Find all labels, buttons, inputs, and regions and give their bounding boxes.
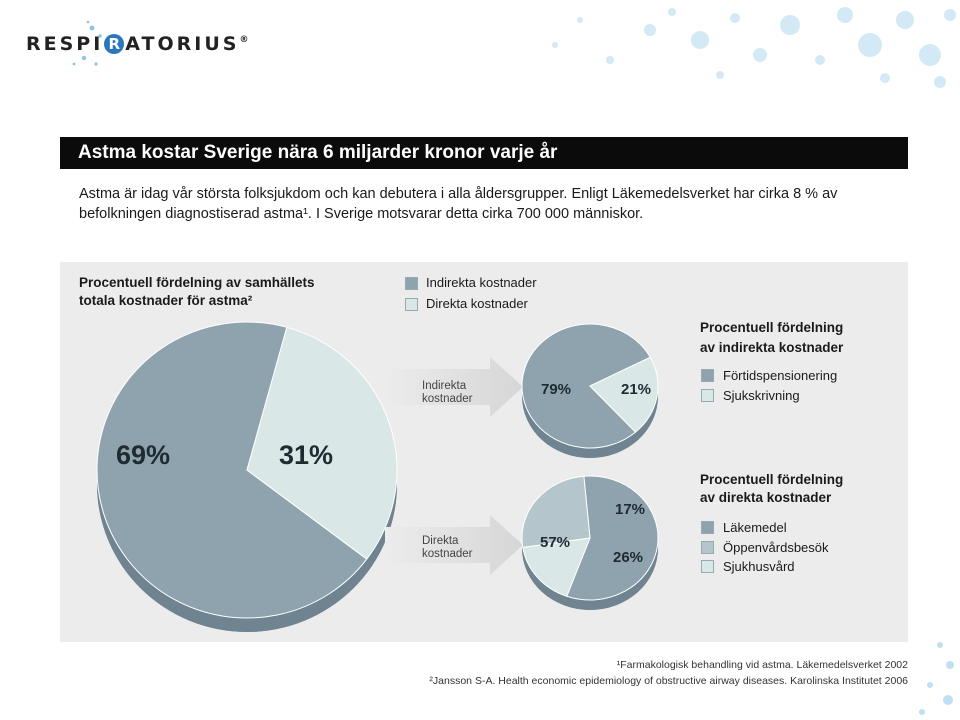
- main-pie-label-69: 69%: [116, 440, 171, 470]
- direct-pie-chart: [521, 475, 659, 610]
- legend-swatch-lakemedel: [701, 521, 714, 534]
- legend-swatch-oppenvard: [701, 541, 714, 554]
- direct-title-line1: Procentuell fördelning: [700, 472, 844, 487]
- legend-label-sjukskrivning: Sjukskrivning: [723, 388, 800, 403]
- direct-pie-slice-3: [522, 537, 591, 597]
- direct-pie-slice-1: [566, 475, 659, 601]
- brand-logo: RESPI R ATORIUS®: [26, 33, 249, 55]
- legend-swatch-sjukskrivning: [701, 389, 714, 402]
- legend-swatch-fortidspension: [701, 369, 714, 382]
- indirect-pie-label-79: 79%: [541, 381, 572, 398]
- indirect-pie-slice-1: [521, 323, 651, 449]
- legend-label-direct: Direkta kostnader: [426, 296, 528, 311]
- indirect-title-line1: Procentuell fördelning: [700, 320, 844, 335]
- legend-label-fortidspension: Förtidspensionering: [723, 368, 838, 383]
- arrow-direct-icon: [385, 515, 523, 575]
- direct-pie-label-57: 57%: [540, 534, 571, 551]
- direct-title-line2: av direkta kostnader: [700, 490, 832, 505]
- footnote-2: ²Jansson S-A. Health economic epidemiolo…: [429, 675, 908, 687]
- footnote-1: ¹Farmakologisk behandling vid astma. Läk…: [616, 659, 908, 671]
- arrow-direct-label-2: kostnader: [422, 548, 473, 560]
- main-pie-slice-2: [246, 326, 398, 560]
- main-pie-chart: [96, 321, 398, 632]
- direct-pie-label-26: 26%: [613, 549, 644, 566]
- legend-swatch-direct: [405, 298, 418, 311]
- legend-label-sjukhusvard: Sjukhusvård: [723, 559, 795, 574]
- bubble-decoration: [72, 7, 956, 88]
- header: RESPI R ATORIUS®: [0, 0, 960, 92]
- direct-pie-slice-2: [521, 475, 591, 549]
- main-pie-title-line1: Procentuell fördelning av samhällets: [79, 275, 315, 290]
- page-title: Astma kostar Sverige nära 6 miljarder kr…: [78, 142, 558, 163]
- main-pie-slice-1: [96, 321, 368, 619]
- arrow-indirect-label-1: Indirekta: [422, 380, 467, 392]
- arrow-indirect-label-2: kostnader: [422, 393, 473, 405]
- arrow-indirect-icon: [385, 357, 523, 417]
- bubble-decoration-bottom: [919, 642, 954, 715]
- indirect-pie-chart: [521, 323, 659, 458]
- logo-r-circle: R: [104, 34, 125, 54]
- indirect-pie-slice-2: [589, 356, 659, 433]
- footnotes: ¹Farmakologisk behandling vid astma. Läk…: [300, 657, 908, 689]
- title-bar: Astma kostar Sverige nära 6 miljarder kr…: [60, 137, 908, 169]
- intro-paragraph: Astma är idag vår största folksjukdom oc…: [79, 186, 838, 222]
- legend-label-lakemedel: Läkemedel: [723, 520, 787, 535]
- arrow-direct-label-1: Direkta: [422, 535, 459, 547]
- main-pie-label-31: 31%: [279, 440, 334, 470]
- indirect-pie-label-21: 21%: [621, 381, 652, 398]
- indirect-title-line2: av indirekta kostnader: [700, 340, 844, 355]
- legend-label-oppenvard: Öppenvårdsbesök: [723, 540, 829, 555]
- direct-pie-label-17: 17%: [615, 501, 646, 518]
- main-pie-title-line2: totala kostnader för astma²: [79, 293, 253, 308]
- chart-panel: Procentuell fördelning av samhällets tot…: [60, 262, 908, 642]
- legend-label-indirect: Indirekta kostnader: [426, 275, 537, 290]
- legend-swatch-sjukhusvard: [701, 560, 714, 573]
- legend-swatch-indirect: [405, 277, 418, 290]
